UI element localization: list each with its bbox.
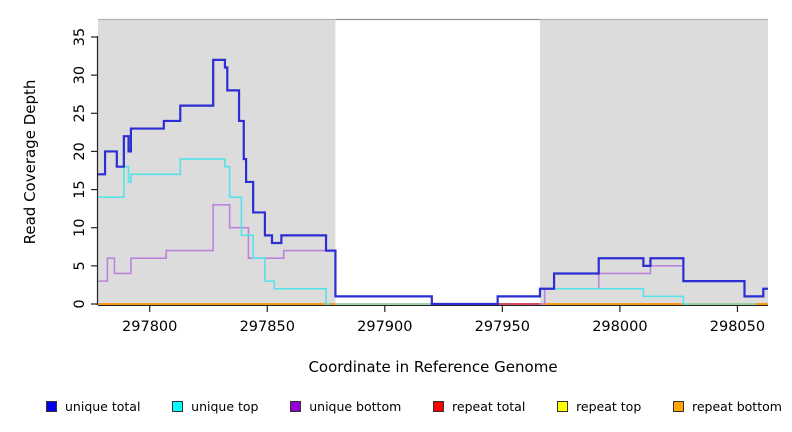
y-tick-label: 25 xyxy=(72,104,88,122)
legend-swatch-icon xyxy=(290,401,302,412)
y-tick-label: 30 xyxy=(72,66,88,84)
legend: unique total unique top unique bottom repea… xyxy=(46,399,782,414)
y-tick-label: 20 xyxy=(72,142,88,160)
masked-white-region xyxy=(335,19,540,305)
x-axis-title: Coordinate in Reference Genome xyxy=(308,358,558,376)
left-gray-region xyxy=(98,19,336,305)
legend-label: unique top xyxy=(191,399,259,414)
x-tick-label: 298050 xyxy=(710,319,765,335)
legend-swatch-icon xyxy=(433,401,445,412)
x-tick-label: 297950 xyxy=(475,319,530,335)
legend-label: unique bottom xyxy=(309,399,402,414)
y-tick-label: 5 xyxy=(72,261,88,270)
y-tick-label: 0 xyxy=(72,299,88,308)
legend-item-unique-total: unique total xyxy=(46,399,140,414)
y-tick-label: 10 xyxy=(72,218,88,236)
x-tick-label: 297800 xyxy=(122,319,177,335)
legend-label: repeat total xyxy=(452,399,526,414)
legend-label: repeat top xyxy=(576,399,642,414)
legend-item-unique-bottom: unique bottom xyxy=(290,399,401,414)
legend-label: repeat bottom xyxy=(692,399,782,414)
legend-swatch-icon xyxy=(557,401,569,412)
legend-item-unique-top: unique top xyxy=(172,399,258,414)
legend-item-repeat-top: repeat top xyxy=(557,399,641,414)
legend-swatch-icon xyxy=(172,401,184,412)
x-tick-label: 297900 xyxy=(357,319,412,335)
legend-swatch-icon xyxy=(46,401,57,412)
x-tick-label: 298000 xyxy=(592,319,647,335)
legend-item-repeat-bottom: repeat bottom xyxy=(673,399,782,414)
legend-item-repeat-total: repeat total xyxy=(433,399,525,414)
x-tick-label: 297850 xyxy=(240,319,295,335)
y-tick-label: 35 xyxy=(72,28,88,46)
series-unique-total-line xyxy=(98,58,768,306)
legend-swatch-icon xyxy=(673,401,684,412)
y-tick-label: 15 xyxy=(72,180,88,198)
legend-label: unique total xyxy=(65,399,141,414)
y-axis-title: Read Coverage Depth xyxy=(21,79,39,245)
right-gray-region xyxy=(539,19,768,305)
